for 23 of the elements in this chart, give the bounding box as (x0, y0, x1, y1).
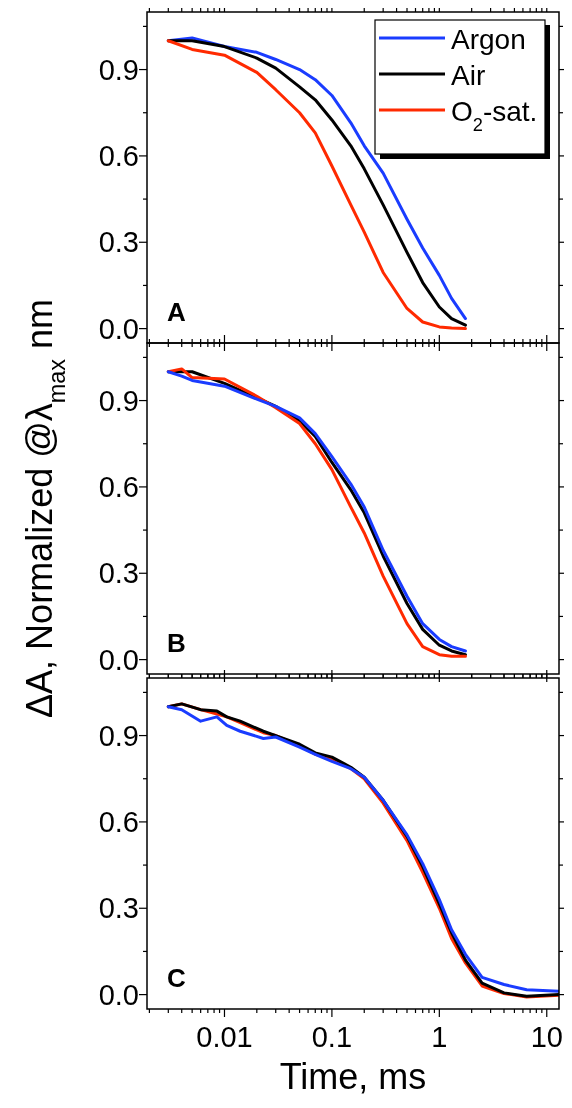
legend-label: Air (451, 60, 486, 91)
y-tick-label: 0.9 (98, 384, 139, 417)
y-tick-label: 0.3 (98, 226, 139, 259)
y-tick-label: 0.0 (98, 978, 139, 1011)
x-tick-label: 0.1 (311, 1021, 353, 1053)
y-tick-label: 0.3 (98, 892, 139, 925)
annotation: B (167, 628, 186, 658)
x-tick-label: 1 (431, 1021, 448, 1053)
y-tick-label: 0.9 (98, 719, 139, 752)
x-tick-label: 0.01 (196, 1021, 253, 1053)
y-tick-label: 0.6 (98, 139, 139, 172)
y-tick-label: 0.6 (98, 805, 139, 838)
x-tick-label: 10 (530, 1021, 563, 1053)
annotation: A (167, 297, 186, 327)
legend-label: Argon (451, 24, 526, 55)
y-tick-label: 0.0 (98, 643, 139, 676)
y-tick-label: 0.3 (98, 557, 139, 590)
y-tick-label: 0.0 (98, 312, 139, 345)
legend-label: O$_{2}$-sat. (451, 96, 538, 135)
y-tick-label: 0.6 (98, 470, 139, 503)
y-tick-label: 0.9 (98, 53, 139, 86)
x-axis-title: Time, ms (279, 1056, 427, 1097)
annotation: C (167, 963, 186, 993)
